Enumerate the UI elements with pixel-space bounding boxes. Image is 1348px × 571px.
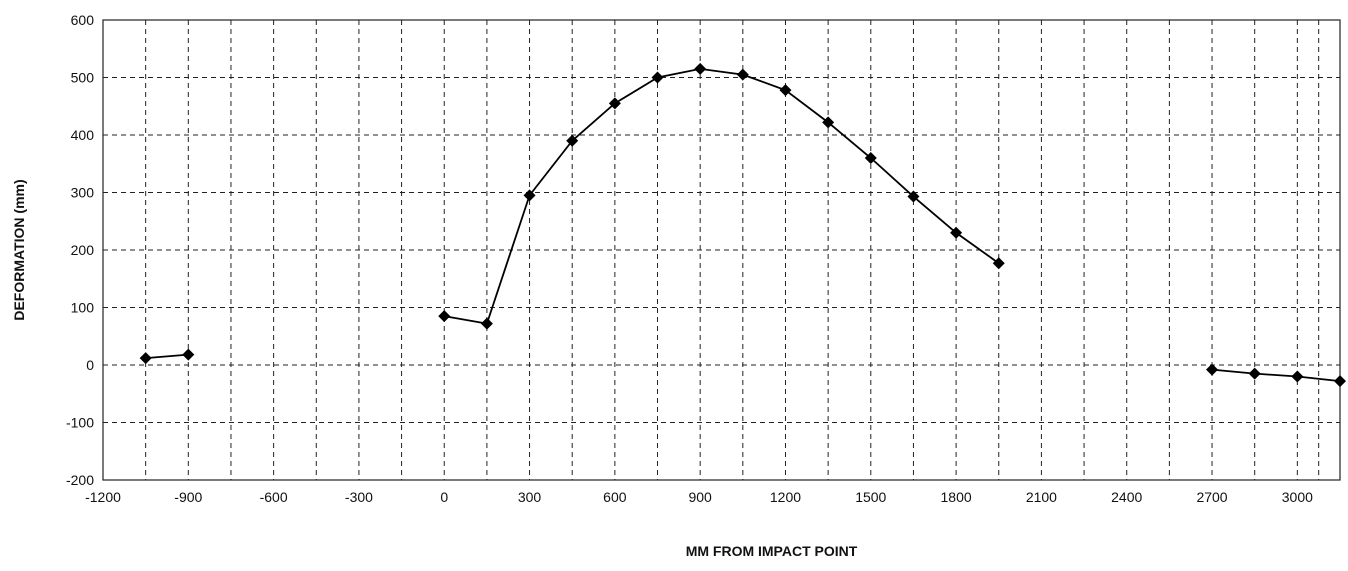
data-point-marker [566,134,579,147]
data-point-marker [864,152,877,164]
y-tick-label: 300 [71,185,95,201]
data-point-marker [438,310,451,323]
y-axis-tick-labels: -200 -100 0 100 200 300 400 500 600 [66,12,94,488]
x-tick-label: 900 [688,489,712,505]
x-tick-label: 300 [518,489,542,505]
data-point-marker [651,71,664,84]
x-tick-label: 0 [440,489,448,505]
data-point-marker [1206,363,1219,376]
series-line-segment [1211,368,1341,382]
data-point-marker [992,257,1005,270]
x-tick-label: -1200 [85,489,121,505]
data-point-marker [694,62,707,75]
x-tick-label: -600 [260,489,288,505]
plot-area-frame [102,19,1341,481]
x-tick-label: -900 [174,489,202,505]
x-tick-label: 600 [603,489,627,505]
data-point-marker [736,68,749,81]
series-line-segment [145,353,189,359]
data-point-marker [1248,367,1261,380]
x-axis-title: MM FROM IMPACT POINT [686,543,858,559]
data-point-marker [1334,375,1346,388]
x-tick-label: 1200 [770,489,801,505]
y-tick-label: 500 [71,70,95,86]
data-point-marker [523,189,536,202]
y-tick-label: -100 [66,415,94,431]
y-tick-label: 400 [71,127,95,143]
data-point-marker [907,190,920,203]
x-tick-label: 1800 [941,489,972,505]
data-series [139,62,1346,388]
data-point-marker [950,226,963,239]
data-point-marker [608,97,621,110]
data-point-marker [139,352,152,365]
x-tick-label: 2700 [1196,489,1227,505]
x-tick-label: -300 [345,489,373,505]
x-tick-label: 1500 [855,489,886,505]
series-line-segment [444,67,1000,325]
y-tick-label: 600 [71,12,95,28]
y-axis-title: DEFORMATION (mm) [11,179,27,320]
data-point-marker [1291,370,1304,383]
x-tick-label: 2400 [1111,489,1142,505]
data-point-marker [480,317,493,330]
data-point-marker [182,348,195,361]
y-tick-label: 100 [71,300,95,316]
y-tick-label: 0 [86,357,94,373]
data-point-marker [779,84,792,97]
x-tick-label: 2100 [1026,489,1057,505]
data-point-marker [822,116,835,129]
grid-lines [103,20,1340,480]
y-tick-label: 200 [71,242,95,258]
y-tick-label: -200 [66,472,94,488]
x-axis-tick-labels: -1200 -900 -600 -300 0 300 600 900 1200 1500 1800 2… [85,489,1313,505]
x-tick-label: 3000 [1282,489,1313,505]
